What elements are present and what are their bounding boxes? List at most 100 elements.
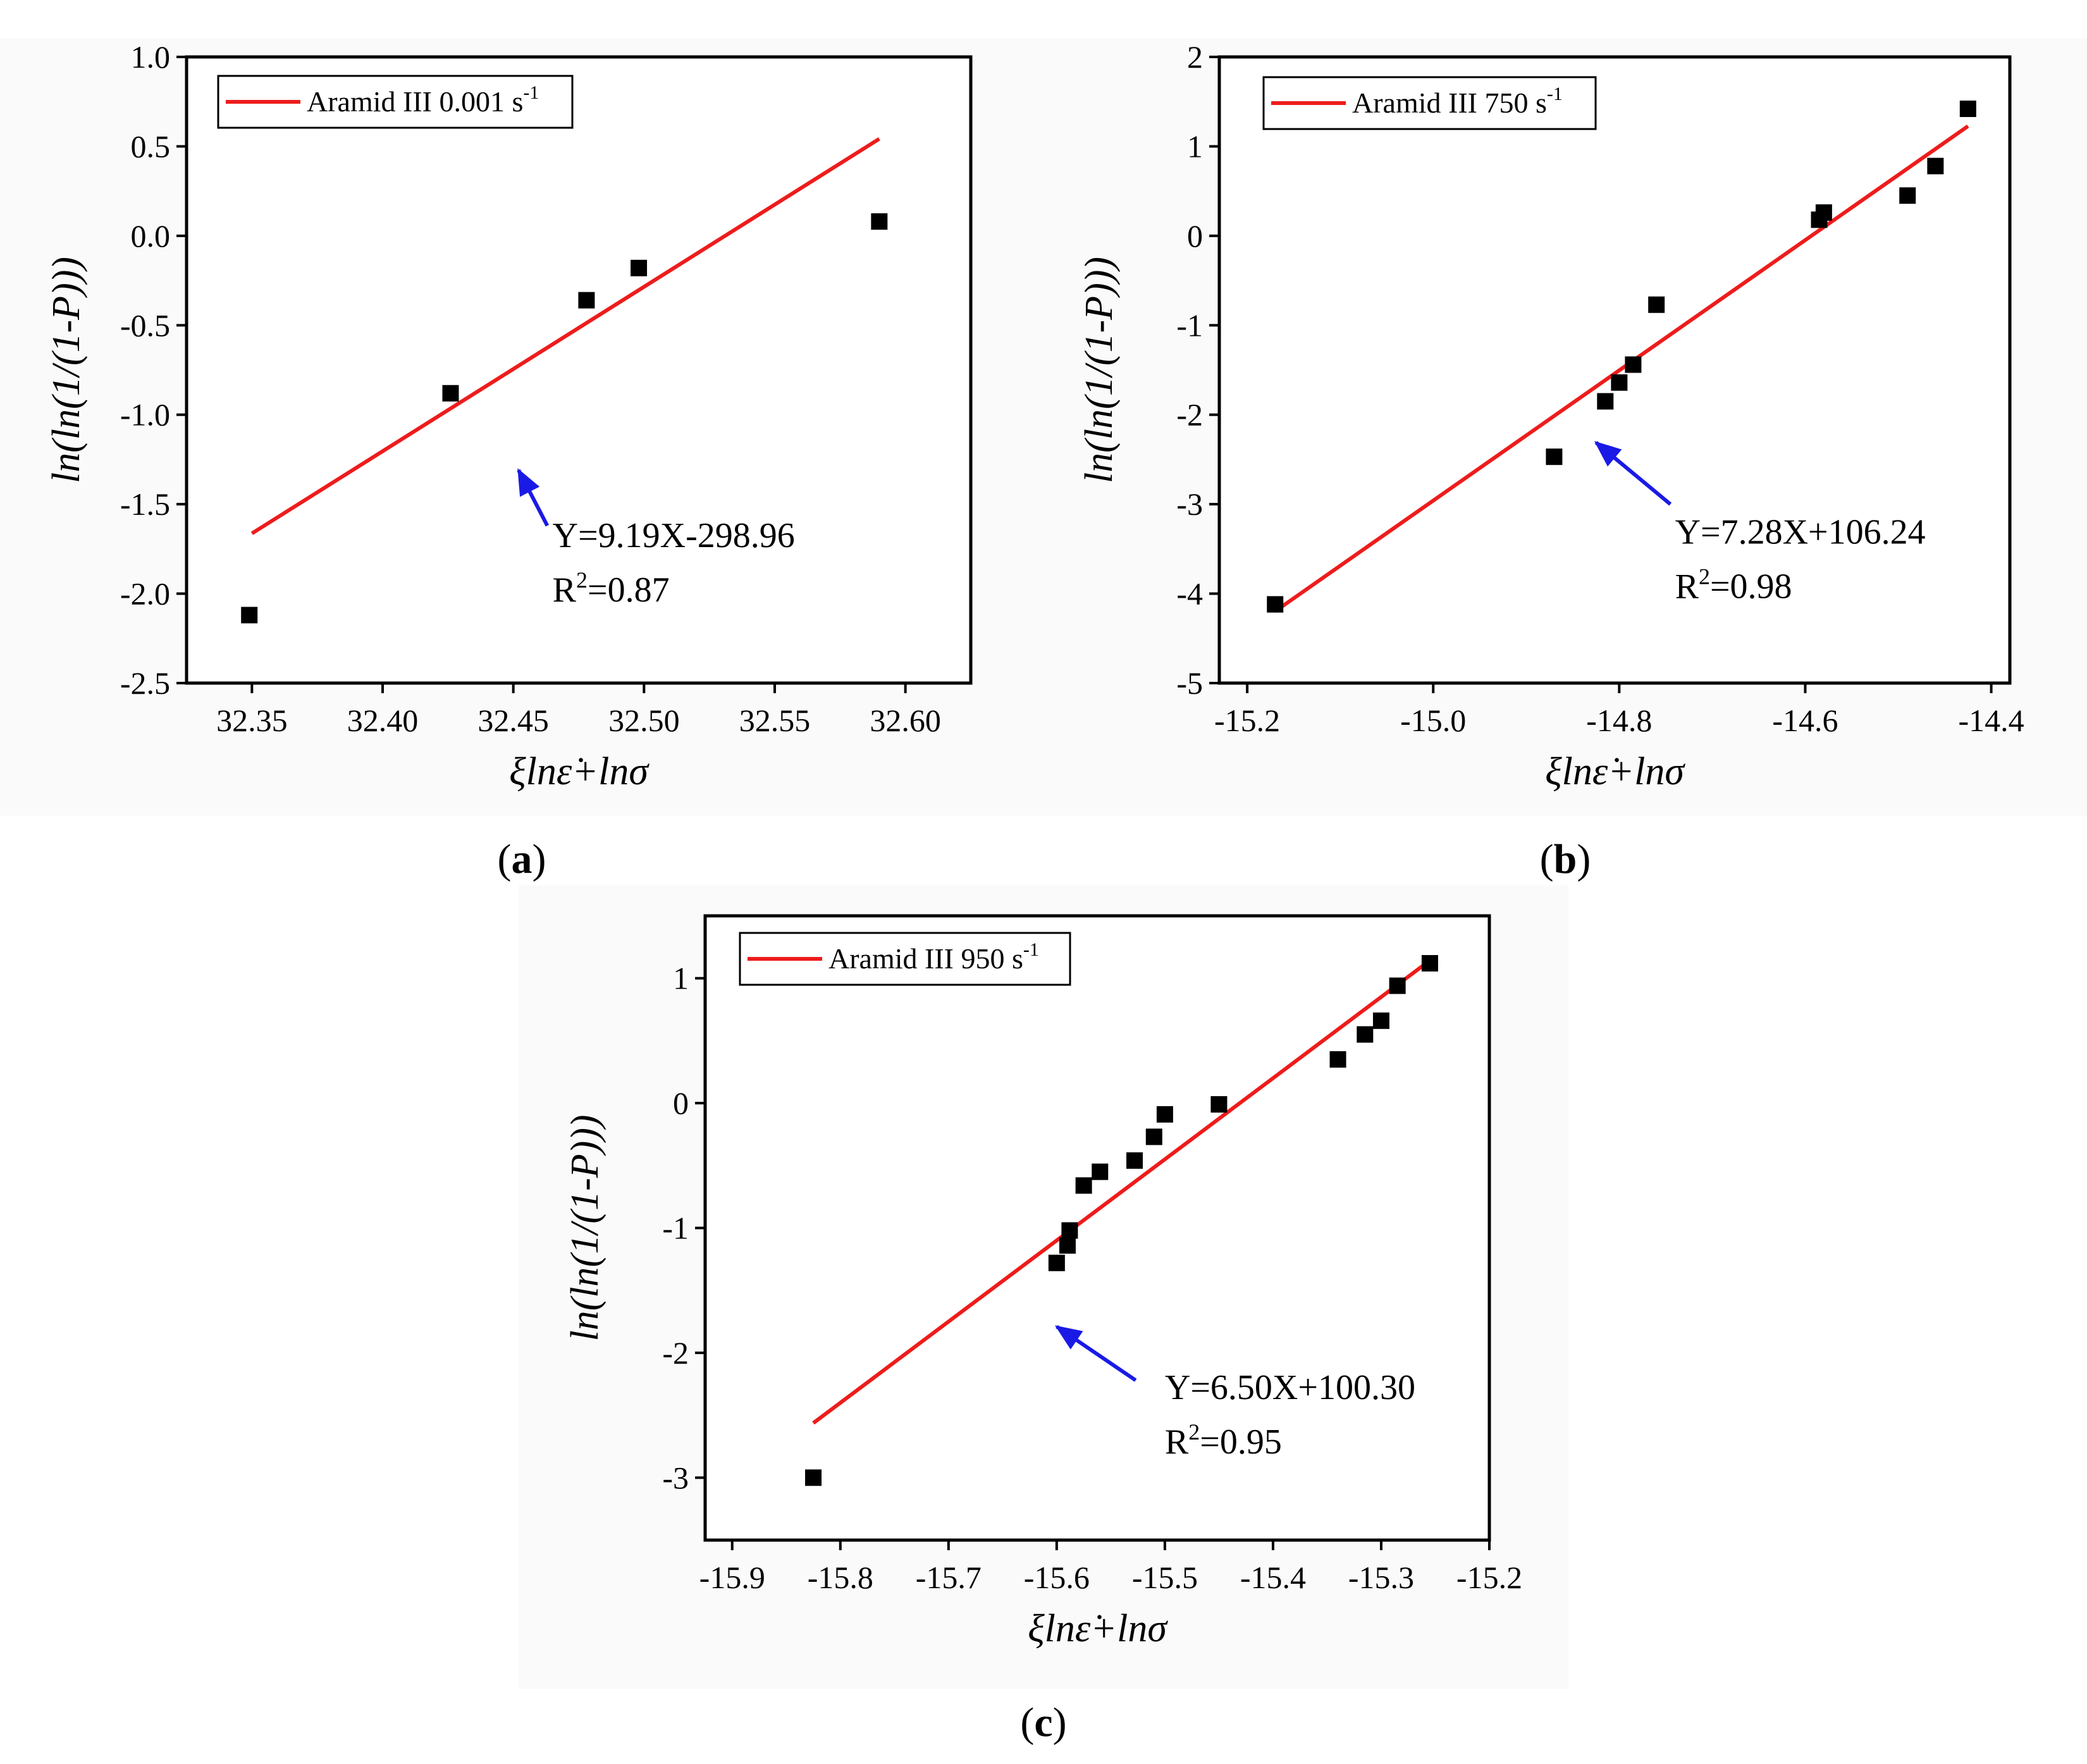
y-tick-label: 0 [1187, 218, 1203, 254]
x-tick-label: -14.8 [1586, 703, 1652, 738]
data-point [1126, 1152, 1143, 1169]
x-tick-label: -15.3 [1348, 1560, 1414, 1595]
data-point [1546, 448, 1563, 466]
r-squared-value: =0.98 [1710, 567, 1792, 606]
x-axis-title: ξlnε̇+lnσ [509, 750, 649, 793]
y-tick-label: -1 [1176, 307, 1203, 343]
data-point [805, 1469, 822, 1486]
data-point [1075, 1177, 1092, 1194]
y-axis-title: ln(ln(1/(1-P))) [563, 1114, 606, 1341]
fit-equation: Y=7.28X+106.24 [1675, 512, 1926, 552]
x-axis-title: ξlnε̇+lnσ [1028, 1607, 1168, 1650]
r-squared-label: R [1165, 1422, 1189, 1462]
y-tick-label: 0.0 [131, 218, 171, 254]
data-point [1267, 596, 1284, 613]
annotation-arrow [517, 468, 550, 527]
x-tick-label: -14.6 [1772, 703, 1838, 738]
x-tick-label: -15.5 [1132, 1560, 1198, 1595]
legend-label: Aramid III 750 s-1 [1352, 83, 1563, 119]
data-point [1389, 977, 1406, 994]
x-tick-label: -15.7 [916, 1560, 982, 1595]
data-point [1597, 393, 1614, 410]
y-tick-label: -3 [662, 1460, 689, 1495]
data-point [1611, 374, 1628, 391]
legend-unit-superscript: -1 [523, 82, 539, 103]
y-tick-label: -0.5 [120, 307, 170, 343]
caption-paren-close: ) [1577, 836, 1591, 882]
x-tick-label: -15.2 [1456, 1560, 1522, 1595]
y-tick-label: -4 [1176, 576, 1203, 612]
x-tick-label: 32.55 [739, 703, 811, 738]
x-tick-label: -14.4 [1959, 703, 2024, 738]
data-point [1329, 1051, 1346, 1068]
data-point [1815, 204, 1832, 221]
legend-label: Aramid III 950 s-1 [828, 939, 1039, 975]
r-squared-superscript: 2 [1188, 1419, 1200, 1445]
data-point [1145, 1128, 1162, 1145]
data-point [1059, 1237, 1076, 1254]
plot-frame [1217, 55, 2012, 685]
chart-panel-a: 32.35 32.40 32.45 32.50 32.55 32.60 1.0 0.5 0.0 -… [0, 38, 1044, 882]
y-tick-label: -1.5 [120, 486, 170, 522]
data-point [442, 385, 459, 402]
legend-unit-superscript: -1 [1023, 939, 1039, 960]
data-point [631, 259, 648, 276]
data-point [1210, 1096, 1228, 1113]
legend-label: Aramid III 0.001 s-1 [307, 82, 539, 118]
x-tick-label: -15.0 [1400, 703, 1466, 738]
panel-caption: (a) [498, 836, 546, 882]
data-point [578, 292, 595, 309]
caption-letter: a [512, 836, 533, 882]
y-tick-label: 1 [673, 961, 689, 996]
data-point [871, 213, 888, 230]
y-tick-label: 0 [673, 1085, 689, 1121]
data-point [1372, 1012, 1389, 1029]
x-tick-label: -15.2 [1214, 703, 1280, 738]
panel-caption: (b) [1540, 836, 1591, 882]
y-tick-label: -2 [662, 1335, 689, 1371]
panel-caption: (c) [1020, 1699, 1066, 1746]
caption-paren-open: ( [1020, 1699, 1034, 1746]
fit-line [250, 137, 880, 535]
caption-paren-close: ) [1053, 1699, 1067, 1746]
y-tick-label: 1 [1187, 128, 1203, 164]
x-tick-label: 32.50 [608, 703, 680, 738]
y-tick-label: -1.0 [120, 397, 170, 433]
data-point [1648, 296, 1665, 313]
data-point [241, 607, 258, 624]
fit-line [1274, 125, 1969, 613]
chart-panel-b: -15.2 -15.0 -14.8 -14.6 -14.4 2 1 0 -1 -2 -3 -4 -5 ξl… [1044, 38, 2087, 882]
fit-line [812, 959, 1431, 1425]
x-tick-label: -15.4 [1240, 1560, 1306, 1595]
r-squared: R2=0.98 [1675, 564, 1792, 606]
caption-letter: b [1554, 836, 1577, 882]
x-tick-label: -15.9 [699, 1560, 765, 1595]
data-point [1061, 1222, 1078, 1239]
r-squared-superscript: 2 [1699, 564, 1710, 589]
data-point [1048, 1254, 1065, 1271]
data-point [1927, 157, 1944, 175]
y-tick-label: -2.0 [120, 576, 170, 612]
r-squared-label: R [553, 571, 577, 610]
legend-unit-superscript: -1 [1547, 83, 1563, 104]
r-squared-value: =0.87 [588, 571, 670, 610]
data-point [1959, 101, 1976, 118]
y-tick-label: 2 [1187, 39, 1203, 75]
caption-paren-open: ( [498, 836, 512, 882]
x-axis-title: ξlnε̇+lnσ [1545, 750, 1685, 793]
y-tick-label: -2 [1176, 397, 1203, 433]
y-tick-label: 1.0 [131, 39, 171, 75]
fit-equation: Y=6.50X+100.30 [1165, 1368, 1415, 1407]
data-point [1421, 955, 1438, 972]
data-point [1899, 187, 1916, 204]
y-tick-label: -5 [1176, 665, 1203, 701]
annotation-arrow [1594, 441, 1672, 506]
caption-letter: c [1034, 1699, 1052, 1746]
x-tick-label: -15.8 [808, 1560, 873, 1595]
y-tick-label: -2.5 [120, 665, 170, 701]
r-squared-label: R [1675, 567, 1699, 606]
data-point [1092, 1163, 1109, 1180]
data-point [1625, 356, 1642, 373]
fit-equation: Y=9.19X-298.96 [553, 516, 795, 555]
